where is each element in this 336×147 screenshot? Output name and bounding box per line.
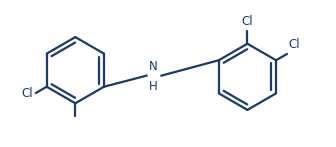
Text: N: N <box>149 60 158 73</box>
Text: Cl: Cl <box>242 15 253 28</box>
Text: H: H <box>149 80 158 93</box>
Text: Cl: Cl <box>22 87 34 100</box>
Text: Cl: Cl <box>289 38 300 51</box>
